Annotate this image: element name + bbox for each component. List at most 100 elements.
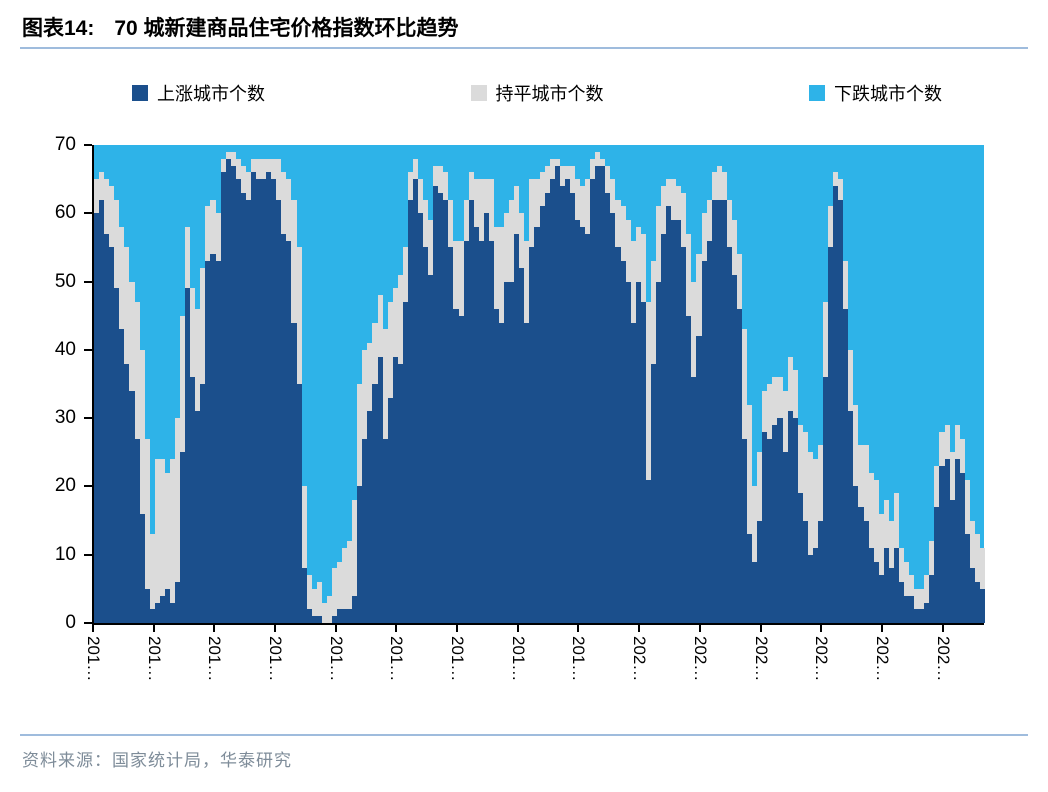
rising-segment [372, 384, 378, 623]
month-column [372, 145, 378, 623]
month-column [443, 145, 449, 623]
flat-segment [934, 465, 940, 507]
x-tick-label: 202… [933, 636, 953, 682]
month-column [924, 145, 930, 623]
y-tick-mark [84, 348, 92, 351]
rising-segment [286, 240, 292, 623]
rising-segment [331, 616, 337, 623]
footer-divider [20, 734, 1028, 736]
month-column [934, 145, 940, 623]
month-column [276, 145, 282, 623]
x-tick-mark [152, 625, 155, 632]
flat-segment [706, 199, 712, 241]
month-column [767, 145, 773, 623]
flat-segment [215, 213, 221, 262]
rising-segment [180, 452, 186, 623]
rising-segment [438, 192, 444, 623]
flat-segment [493, 226, 499, 309]
rising-segment [119, 329, 125, 623]
rising-segment [240, 192, 246, 623]
x-tick-mark [213, 625, 216, 632]
flat-segment [240, 165, 246, 193]
month-column [807, 145, 813, 623]
flat-segment [969, 520, 975, 569]
flat-segment [979, 547, 985, 589]
month-column [691, 145, 697, 623]
month-column [514, 145, 520, 623]
x-tick-mark [516, 625, 519, 632]
month-column [367, 145, 373, 623]
month-column [843, 145, 849, 623]
flat-segment [453, 240, 459, 309]
rising-segment [529, 247, 535, 623]
rising-segment [225, 158, 231, 623]
month-column [387, 145, 393, 623]
rising-segment [772, 424, 778, 623]
flat-segment [124, 247, 130, 364]
rising-segment [407, 199, 413, 623]
month-column [762, 145, 768, 623]
flat-segment [483, 179, 489, 214]
month-column [747, 145, 753, 623]
flat-segment [924, 575, 930, 603]
flat-segment [423, 199, 429, 248]
rising-segment [833, 185, 839, 623]
month-column [914, 145, 920, 623]
flat-segment [185, 226, 191, 289]
flat-segment [640, 233, 646, 303]
flat-segment [488, 179, 494, 241]
month-column [139, 145, 145, 623]
month-column [362, 145, 368, 623]
rising-segment [362, 438, 368, 623]
month-column [959, 145, 965, 623]
month-column [944, 145, 950, 623]
flat-segment [564, 165, 570, 180]
month-column [858, 145, 864, 623]
month-column [655, 145, 661, 623]
rising-segment [387, 397, 393, 623]
y-tick-label: 50 [54, 270, 76, 292]
month-column [433, 145, 439, 623]
flat-segment [261, 158, 267, 180]
x-tick-label: 201… [448, 636, 468, 682]
rising-segment [256, 179, 262, 623]
rising-segment [296, 384, 302, 623]
flat-segment [752, 486, 758, 562]
rising-segment [230, 165, 236, 623]
month-column [337, 145, 343, 623]
x-tick-label: 201… [326, 636, 346, 682]
rising-segment [919, 609, 925, 623]
flat-segment [397, 274, 403, 364]
flat-segment [812, 459, 818, 548]
flat-segment [99, 172, 105, 200]
legend-item-falling: 下跌城市个数 [809, 80, 942, 106]
month-column [281, 145, 287, 623]
rising-segment [676, 220, 682, 623]
month-column [979, 145, 985, 623]
flat-segment [863, 445, 869, 521]
flat-segment [671, 179, 677, 221]
y-tick-label: 10 [54, 543, 76, 565]
rising-segment [509, 281, 515, 623]
flat-segment [458, 240, 464, 316]
flat-segment [180, 315, 186, 453]
rising-segment [139, 513, 145, 623]
month-column [342, 145, 348, 623]
x-tick-mark [820, 625, 823, 632]
month-column [696, 145, 702, 623]
rising-segment [661, 233, 667, 623]
rising-segment [200, 384, 206, 623]
month-column [109, 145, 115, 623]
rising-segment [245, 199, 251, 623]
rising-segment [792, 418, 798, 623]
rising-segment [655, 281, 661, 623]
rising-segment [149, 609, 155, 623]
flat-segment [878, 513, 884, 576]
falling-color-swatch [809, 85, 825, 101]
rising-segment [731, 274, 737, 623]
month-column [549, 145, 555, 623]
rising-segment [838, 199, 844, 623]
flat-segment [316, 582, 322, 617]
month-column [559, 145, 565, 623]
rising-segment [666, 206, 672, 623]
